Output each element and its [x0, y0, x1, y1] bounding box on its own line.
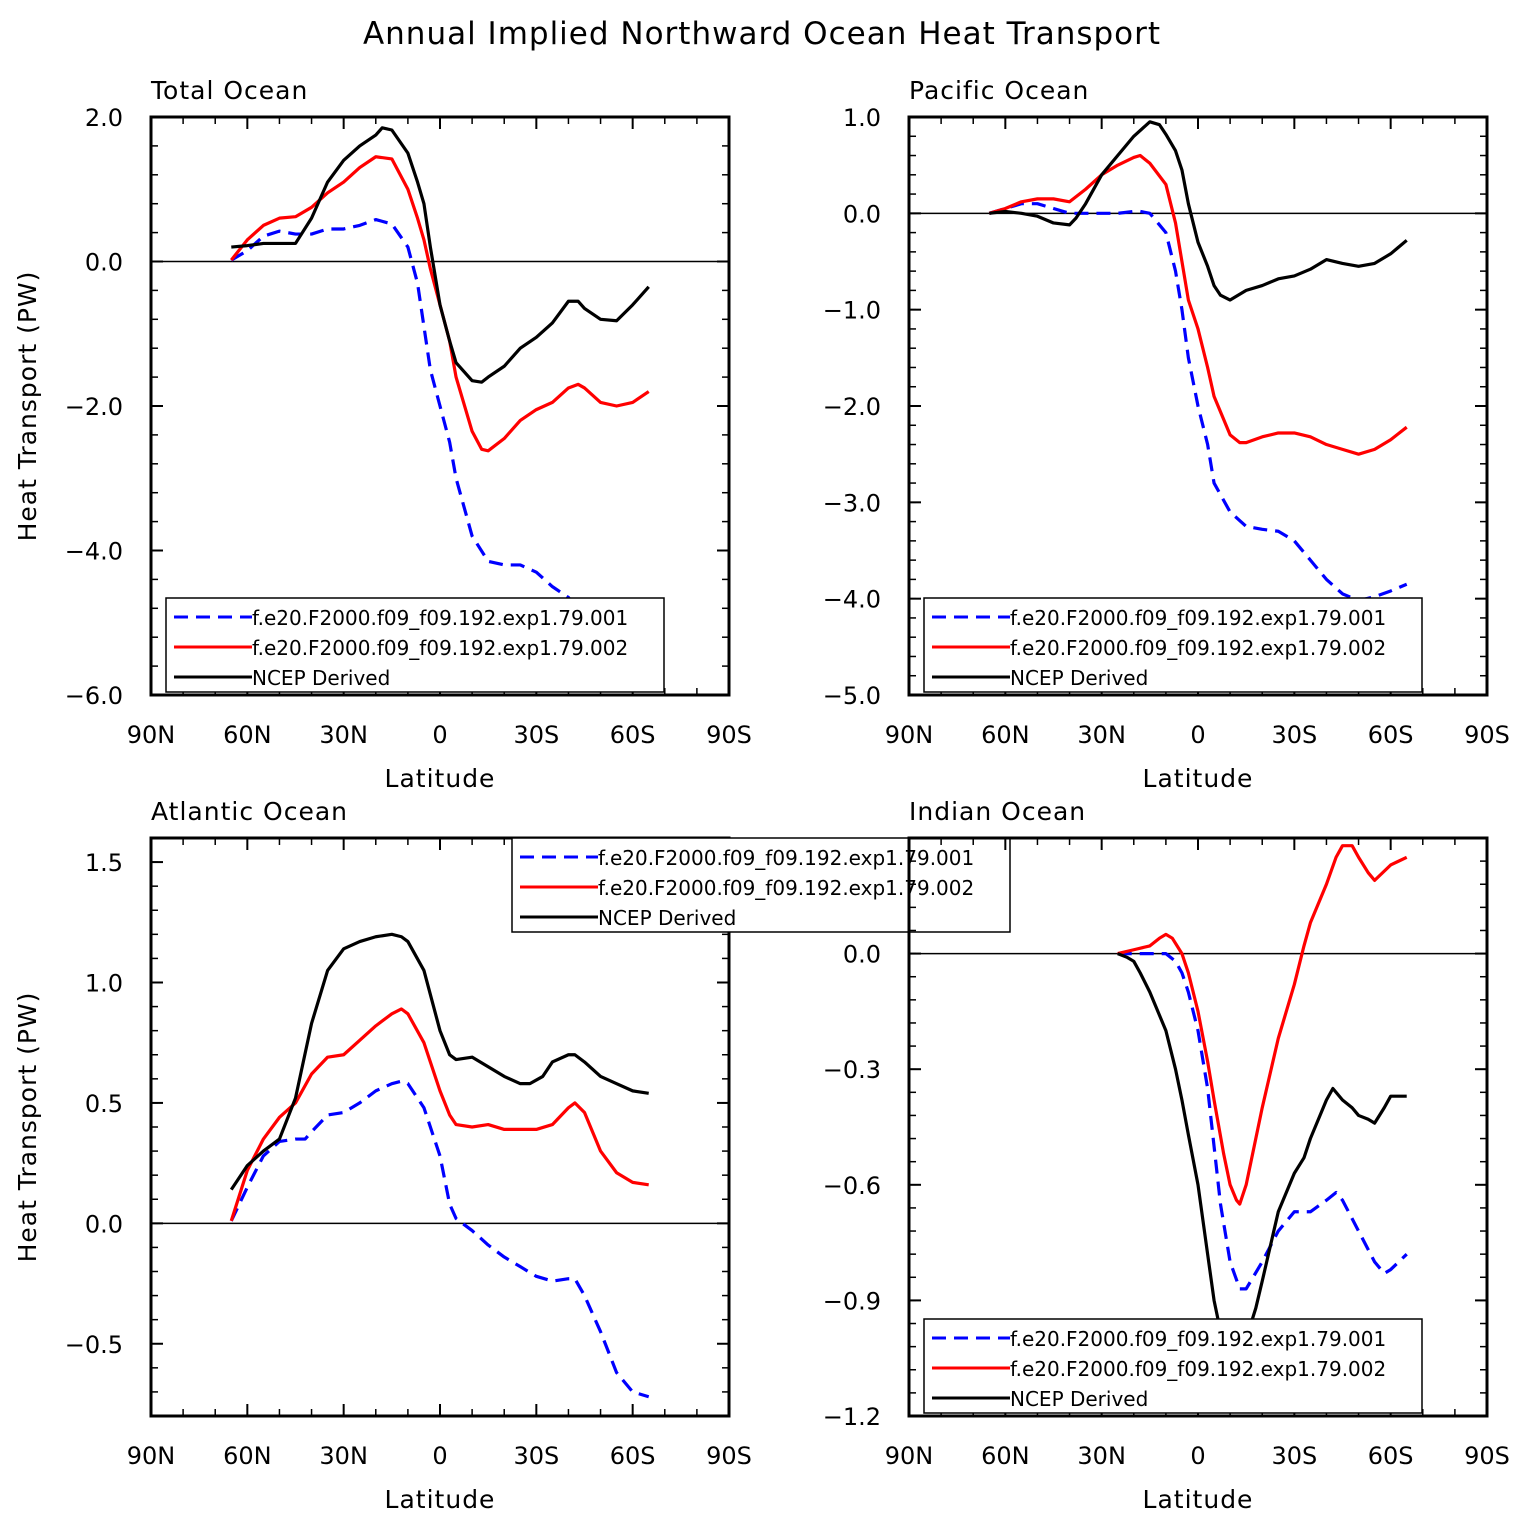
series-line	[229, 1007, 649, 1222]
x-tick-label: 30N	[319, 1442, 368, 1470]
x-tick-label: 60N	[223, 1442, 272, 1470]
chart-panel: Total Ocean 90N 60N 30N 0 30S 60S 90S 2.0 0.0 −2.0…	[13, 76, 752, 793]
series-line	[230, 217, 650, 654]
y-tick-label: −3.0	[823, 489, 881, 517]
x-tick-label: 60N	[981, 1442, 1030, 1470]
x-tick-label: 90S	[1464, 1442, 1510, 1470]
chart-panel: Indian Ocean 90N 60N 30N 0 30S 60S 90S 0.0 −0.3 −0…	[823, 797, 1510, 1514]
legend: f.e20.F2000.f09_f09.192.exp1.79.001 f.e20…	[923, 597, 1423, 693]
legend: f.e20.F2000.f09_f09.192.exp1.79.001 f.e20…	[165, 597, 665, 693]
series-line	[1117, 951, 1408, 1291]
x-tick-label: 30S	[513, 721, 559, 749]
y-tick-label: 1.5	[85, 849, 123, 877]
panel-title: Total Ocean	[150, 76, 308, 105]
x-axis-label: Latitude	[1143, 1485, 1254, 1514]
y-tick-label: −4.0	[65, 538, 123, 566]
chart-panel: Pacific Ocean 90N 60N 30N 0 30S 60S 90S 1.0 0.0 −1…	[823, 76, 1510, 793]
panels: Total Ocean 90N 60N 30N 0 30S 60S 90S 2.0 0.0 −2.0…	[13, 76, 1510, 1514]
x-tick-label: 90N	[127, 1442, 176, 1470]
x-tick-label: 0	[432, 721, 447, 749]
legend-entry-label: f.e20.F2000.f09_f09.192.exp1.79.002	[1010, 1357, 1386, 1381]
legend-entry-label: f.e20.F2000.f09_f09.192.exp1.79.001	[1010, 606, 1386, 630]
y-tick-label: −2.0	[65, 393, 123, 421]
y-tick-label: −1.0	[823, 297, 881, 325]
y-tick-label: −6.0	[65, 682, 123, 710]
legend-entry-label: f.e20.F2000.f09_f09.192.exp1.79.001	[598, 846, 974, 870]
x-tick-label: 90N	[885, 721, 934, 749]
x-axis-label: Latitude	[385, 1485, 496, 1514]
legend-box	[923, 1318, 1423, 1414]
y-tick-label: 0.0	[85, 1210, 123, 1238]
y-tick-label: −0.6	[823, 1172, 881, 1200]
panel-title: Atlantic Ocean	[151, 797, 348, 826]
series-line	[988, 202, 1408, 603]
y-tick-label: 1.0	[85, 970, 123, 998]
series-line	[989, 120, 1408, 302]
legend-entry-label: f.e20.F2000.f09_f09.192.exp1.79.002	[598, 876, 974, 900]
x-tick-label: 90S	[706, 721, 752, 749]
x-tick-label: 0	[432, 1442, 447, 1470]
legend: f.e20.F2000.f09_f09.192.exp1.79.001 f.e20…	[923, 1318, 1423, 1414]
x-tick-label: 30S	[513, 1442, 559, 1470]
x-axis-label: Latitude	[1143, 764, 1254, 793]
x-tick-label: 30N	[1077, 1442, 1126, 1470]
x-tick-label: 60S	[610, 1442, 656, 1470]
series-line	[231, 126, 650, 384]
x-tick-label: 90N	[885, 1442, 934, 1470]
series-line	[229, 1079, 650, 1399]
x-tick-label: 0	[1190, 721, 1205, 749]
legend: f.e20.F2000.f09_f09.192.exp1.79.001 f.e20…	[511, 837, 1011, 933]
panel-title: Pacific Ocean	[909, 76, 1089, 105]
y-tick-label: −0.5	[65, 1331, 123, 1359]
legend-entry-label: NCEP Derived	[1010, 1387, 1148, 1411]
y-tick-label: −0.3	[823, 1056, 881, 1084]
legend-entry-label: f.e20.F2000.f09_f09.192.exp1.79.002	[1010, 636, 1386, 660]
series-line	[229, 932, 649, 1191]
x-tick-label: 0	[1190, 1442, 1205, 1470]
y-tick-label: −0.9	[823, 1287, 881, 1315]
x-tick-label: 60S	[610, 721, 656, 749]
x-tick-label: 60N	[981, 721, 1030, 749]
y-tick-label: 0.0	[843, 941, 881, 969]
x-tick-label: 90S	[1464, 721, 1510, 749]
y-tick-label: 0.5	[85, 1090, 123, 1118]
legend-entry-label: NCEP Derived	[598, 906, 736, 930]
series-line	[1117, 844, 1408, 1206]
x-tick-label: 90S	[706, 1442, 752, 1470]
x-tick-label: 30S	[1271, 1442, 1317, 1470]
y-tick-label: 0.0	[843, 200, 881, 228]
x-tick-label: 90N	[127, 721, 176, 749]
y-tick-label: −5.0	[823, 682, 881, 710]
x-tick-label: 30N	[1077, 721, 1126, 749]
panel-title: Indian Ocean	[909, 797, 1086, 826]
y-tick-label: −1.2	[823, 1403, 881, 1431]
legend-box	[511, 837, 1011, 933]
series-line	[1117, 952, 1407, 1360]
y-tick-label: −2.0	[823, 393, 881, 421]
x-tick-label: 60S	[1368, 721, 1414, 749]
y-tick-label: 0.0	[85, 249, 123, 277]
legend-entry-label: f.e20.F2000.f09_f09.192.exp1.79.001	[252, 606, 628, 630]
chart-panel: Atlantic Ocean 90N 60N 30N 0 30S 60S 90S 1.5 1.0 0…	[13, 797, 1011, 1514]
figure-title: Annual Implied Northward Ocean Heat Tran…	[363, 16, 1161, 52]
y-axis-label: Heat Transport (PW)	[13, 992, 42, 1263]
legend-entry-label: f.e20.F2000.f09_f09.192.exp1.79.001	[1010, 1327, 1386, 1351]
series-line	[988, 153, 1408, 456]
x-tick-label: 60S	[1368, 1442, 1414, 1470]
y-tick-label: −4.0	[823, 586, 881, 614]
legend-entry-label: NCEP Derived	[1010, 666, 1148, 690]
x-tick-label: 30N	[319, 721, 368, 749]
legend-entry-label: NCEP Derived	[252, 666, 390, 690]
x-axis-label: Latitude	[385, 764, 496, 793]
legend-entry-label: f.e20.F2000.f09_f09.192.exp1.79.002	[252, 636, 628, 660]
x-tick-label: 30S	[1271, 721, 1317, 749]
y-tick-label: 2.0	[85, 104, 123, 132]
y-axis-label: Heat Transport (PW)	[13, 271, 42, 542]
x-tick-label: 60N	[223, 721, 272, 749]
y-tick-label: 1.0	[843, 104, 881, 132]
